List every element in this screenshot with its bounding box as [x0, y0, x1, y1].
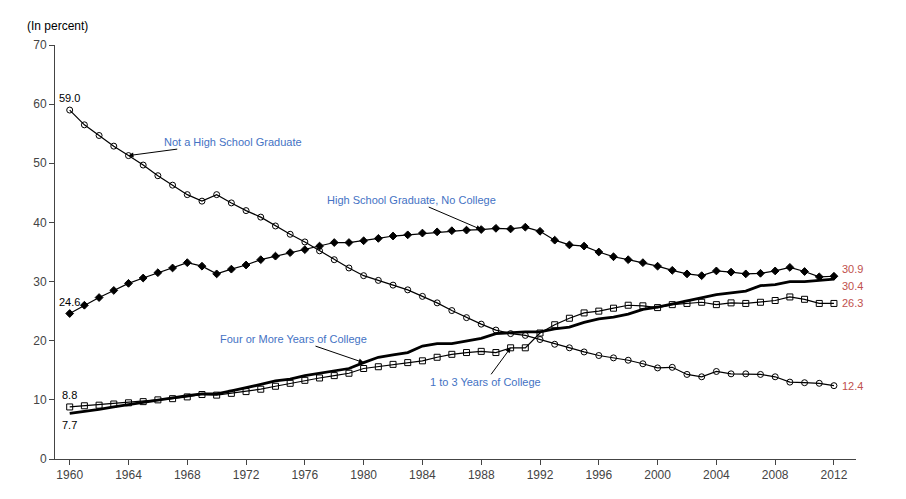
svg-text:1976: 1976	[291, 468, 318, 482]
svg-text:70: 70	[33, 38, 47, 52]
svg-text:1968: 1968	[174, 468, 201, 482]
svg-text:1960: 1960	[56, 468, 83, 482]
svg-text:60: 60	[33, 97, 47, 111]
svg-text:0: 0	[40, 452, 47, 466]
svg-text:Four or More Years of College: Four or More Years of College	[220, 333, 367, 345]
svg-text:20: 20	[33, 334, 47, 348]
svg-text:26.3: 26.3	[842, 297, 863, 309]
svg-text:10: 10	[33, 393, 47, 407]
svg-text:40: 40	[33, 216, 47, 230]
svg-text:30: 30	[33, 275, 47, 289]
svg-text:High School Graduate, No Colle: High School Graduate, No College	[327, 194, 496, 206]
svg-text:30.9: 30.9	[842, 263, 863, 275]
svg-text:7.7: 7.7	[62, 419, 77, 431]
svg-text:1996: 1996	[585, 468, 612, 482]
svg-text:24.6: 24.6	[59, 296, 80, 308]
svg-text:1 to 3 Years of College: 1 to 3 Years of College	[430, 376, 541, 388]
svg-text:Not a High School Graduate: Not a High School Graduate	[164, 136, 302, 148]
svg-text:1972: 1972	[233, 468, 260, 482]
svg-text:(In percent): (In percent)	[27, 19, 88, 33]
svg-text:1992: 1992	[527, 468, 554, 482]
svg-text:1980: 1980	[350, 468, 377, 482]
svg-text:50: 50	[33, 156, 47, 170]
svg-text:2008: 2008	[762, 468, 789, 482]
svg-text:12.4: 12.4	[842, 380, 863, 392]
svg-text:1964: 1964	[115, 468, 142, 482]
svg-text:2012: 2012	[821, 468, 848, 482]
svg-text:1984: 1984	[409, 468, 436, 482]
svg-text:30.4: 30.4	[842, 280, 863, 292]
svg-text:1988: 1988	[468, 468, 495, 482]
svg-text:2000: 2000	[644, 468, 671, 482]
svg-text:59.0: 59.0	[59, 92, 80, 104]
svg-text:2004: 2004	[703, 468, 730, 482]
svg-text:8.8: 8.8	[62, 389, 77, 401]
